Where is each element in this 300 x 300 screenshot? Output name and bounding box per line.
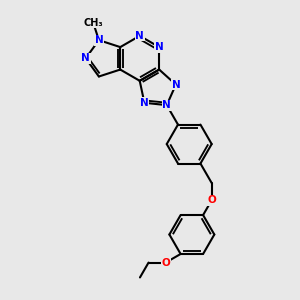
Text: CH₃: CH₃ xyxy=(83,17,103,28)
Text: N: N xyxy=(155,42,164,52)
Text: N: N xyxy=(81,53,90,63)
Text: N: N xyxy=(162,100,171,110)
Text: N: N xyxy=(140,98,149,108)
Text: N: N xyxy=(135,31,144,41)
Text: N: N xyxy=(94,35,103,45)
Text: O: O xyxy=(161,258,170,268)
Text: N: N xyxy=(172,80,180,90)
Text: O: O xyxy=(207,195,216,205)
